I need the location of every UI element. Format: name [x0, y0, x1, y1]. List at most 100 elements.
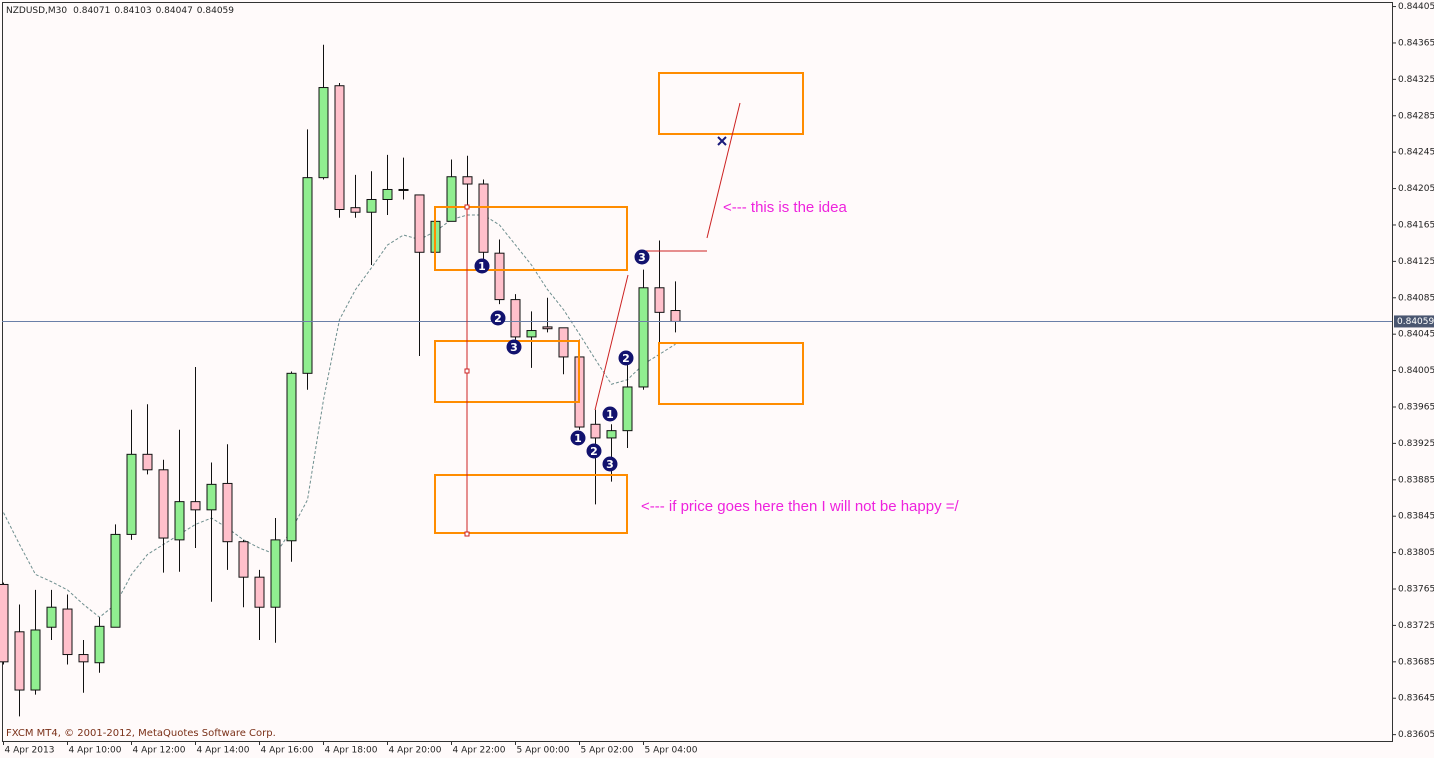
drawings — [434, 72, 804, 537]
current-price-box — [1394, 315, 1434, 328]
wave-marker — [474, 258, 490, 274]
y-tick-label: 0.83925 — [1398, 439, 1434, 449]
x-tick-label: 4 Apr 14:00 — [197, 746, 250, 756]
candle-body — [158, 469, 169, 539]
anchor — [464, 531, 470, 537]
candle-body — [302, 177, 313, 374]
x-tick-label: 4 Apr 16:00 — [261, 746, 314, 756]
candle-body — [670, 310, 681, 322]
candle-body — [206, 483, 217, 511]
y-tick-label: 0.84245 — [1398, 148, 1434, 158]
candle-body — [30, 629, 41, 691]
zone-box — [434, 474, 628, 534]
plot-frame — [2, 2, 1393, 742]
candle-body — [46, 606, 57, 628]
wave-label: 2 — [622, 352, 630, 365]
y-tick-label: 0.84405 — [1398, 2, 1434, 12]
y-tick-label: 0.83605 — [1398, 730, 1434, 740]
x-tick-label: 5 Apr 04:00 — [645, 746, 698, 756]
y-tick-label: 0.83645 — [1398, 694, 1434, 704]
y-tick-label: 0.84205 — [1398, 184, 1434, 194]
wave-label: 2 — [590, 445, 598, 458]
x-tick-label: 4 Apr 2013 — [5, 746, 55, 756]
wave-marker — [506, 339, 522, 355]
y-tick-label: 0.83805 — [1398, 548, 1434, 558]
wave-label: 3 — [638, 251, 646, 264]
candle-body — [318, 87, 329, 179]
y-tick-label: 0.83845 — [1398, 512, 1434, 522]
last-open: 0.84071 — [73, 6, 110, 16]
candle-body — [414, 194, 425, 253]
candle-body — [350, 207, 361, 213]
y-tick-label: 0.83885 — [1398, 475, 1434, 485]
candle-body — [542, 326, 553, 330]
candle-body — [606, 430, 617, 439]
y-tick-label: 0.83685 — [1398, 657, 1434, 667]
wave-marker — [490, 310, 506, 326]
footer: FXCM MT4, © 2001-2012, MetaQuotes Softwa… — [6, 728, 276, 739]
candle-body — [494, 252, 505, 301]
wave-marker — [634, 249, 650, 265]
anchor — [464, 368, 470, 374]
candle-body — [222, 482, 233, 543]
candle-body — [94, 625, 105, 664]
wave-marker — [618, 350, 634, 366]
candle-body — [110, 533, 121, 628]
x-tick-label: 4 Apr 10:00 — [69, 746, 122, 756]
candle-body — [14, 631, 25, 691]
candle-body — [62, 608, 73, 656]
note: <--- this is the idea — [723, 199, 847, 216]
wave-label: 3 — [510, 341, 518, 354]
candle-body — [398, 188, 409, 191]
candle-body — [558, 327, 569, 358]
candle-body — [462, 176, 473, 185]
x-tick-label: 4 Apr 20:00 — [389, 746, 442, 756]
zone-box — [658, 342, 804, 405]
symbol: NZDUSD,M30 — [6, 6, 67, 16]
x-tick-label: 4 Apr 22:00 — [453, 746, 506, 756]
candle-body — [366, 198, 377, 213]
candle-body — [174, 501, 185, 541]
y-tick-label: 0.83765 — [1398, 585, 1434, 595]
y-tick-label: 0.83965 — [1398, 402, 1434, 412]
candle-body — [190, 501, 201, 511]
y-tick-label: 0.84085 — [1398, 293, 1434, 303]
wave-marker — [602, 406, 618, 422]
y-tick-label: 0.84165 — [1398, 220, 1434, 230]
current-price-label: 0.84059 — [1397, 317, 1434, 327]
candle-body — [526, 330, 537, 338]
candle-body — [254, 576, 265, 608]
candle-body — [510, 299, 521, 338]
y-tick-label: 0.84045 — [1398, 330, 1434, 340]
anchor — [464, 204, 470, 210]
candle-body — [478, 183, 489, 253]
candle-body — [78, 654, 89, 663]
last-close: 0.84059 — [197, 6, 234, 16]
candle-body — [126, 453, 137, 535]
wave-marker — [586, 443, 602, 459]
zone-box — [434, 340, 580, 403]
x-tick-label: 5 Apr 02:00 — [581, 746, 634, 756]
zone-box — [434, 206, 628, 271]
y-tick-label: 0.84285 — [1398, 111, 1434, 121]
wave-marker — [570, 430, 586, 446]
candle-body — [334, 85, 345, 211]
wave-label: 2 — [494, 312, 502, 325]
y-tick-label: 0.84365 — [1398, 38, 1434, 48]
candle-body — [654, 287, 665, 313]
x-tick-label: 4 Apr 18:00 — [325, 746, 378, 756]
last-low: 0.84047 — [156, 6, 193, 16]
candle-body — [382, 188, 393, 200]
cross-marker — [717, 136, 727, 146]
candle-body — [446, 176, 457, 222]
wave-label: 3 — [606, 458, 614, 471]
x-tick-label: 4 Apr 12:00 — [133, 746, 186, 756]
wave-label: 1 — [606, 408, 614, 421]
wave-label: 1 — [478, 260, 486, 273]
candle-body — [638, 287, 649, 388]
wave-label: 1 — [574, 432, 582, 445]
candle-body — [270, 539, 281, 608]
